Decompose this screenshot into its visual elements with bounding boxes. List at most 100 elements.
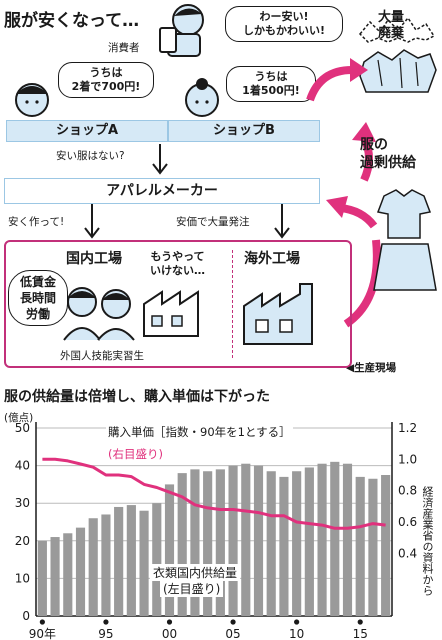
price-axis-note: (右目盛り) (106, 446, 165, 462)
supply-bar (126, 505, 136, 616)
consumer-speech-line1: わー安い! (259, 10, 309, 23)
supply-bar (279, 476, 289, 616)
down-arrow-maker-to-domestic (84, 204, 100, 239)
source-note: 経済産業省の資料から (421, 486, 434, 596)
supply-bar (215, 469, 225, 616)
left-axis-tick-label: 10 (15, 571, 30, 585)
x-axis-tick-label: 05 (225, 627, 240, 640)
shop-b-speech-bubble: うちは 1着500円! (226, 66, 316, 102)
shop-a-speech-line2: 2着で700円! (71, 80, 141, 93)
labor-line3: 労働 (25, 307, 50, 321)
x-axis-tick-dot (357, 619, 363, 625)
supply-bar (88, 518, 98, 616)
trainee-workers-illustration (63, 287, 135, 341)
x-axis-tick-dot (166, 619, 173, 625)
supply-bar (241, 463, 251, 616)
supply-bar (330, 461, 340, 616)
oversupply-arrows (306, 58, 381, 328)
shop-a-box: ショップA (6, 120, 168, 142)
low-wage-bubble: 低賃金 長時間 労働 (8, 270, 68, 326)
supply-label: 衣類国内供給量 (150, 564, 241, 581)
oversupply-line1: 服の (360, 137, 388, 153)
x-axis-tick-dot (294, 619, 300, 625)
waste-line2: 廃棄 (377, 26, 404, 41)
supply-bar (152, 503, 162, 616)
factory-divider (232, 250, 233, 358)
supply-bar (139, 510, 149, 616)
price-label: 購入単価［指数・90年を1とする］ (106, 424, 293, 440)
question-label: 安い服はない? (56, 150, 125, 162)
supply-bar (317, 463, 327, 616)
supply-bar (101, 514, 111, 616)
supply-bar (50, 537, 60, 616)
clothes-illustration (373, 189, 437, 291)
production-site-label: ◀生産現場 (346, 362, 397, 374)
supply-bar (253, 465, 264, 616)
shop-a-speech-bubble: うちは 2着で700円! (58, 62, 154, 98)
left-axis-tick-label: 20 (15, 534, 30, 548)
make-cheap-label: 安く作って! (8, 216, 65, 228)
supply-axis-note: (左目盛り) (160, 580, 224, 597)
give-up-speech: もうやって いけない… (150, 250, 205, 278)
shop-b-staff-illustration (185, 78, 219, 117)
supply-price-chart: 0 10 20 30 40 50 0.4 0.6 0.8 1.0 1.2 90年 95 00 05 10 15 (15, 421, 417, 640)
shop-a-speech-line1: うちは (89, 66, 123, 79)
supply-bar (292, 471, 302, 616)
production-site-frame (4, 240, 352, 368)
waste-line1: 大量 (377, 10, 404, 25)
supply-bar (355, 476, 365, 616)
supply-bar (203, 471, 213, 616)
x-axis-tick-label: 00 (162, 627, 177, 640)
left-axis-tick-label: 30 (15, 496, 30, 510)
consumer-label: 消費者 (108, 42, 140, 54)
supply-bar (368, 478, 378, 616)
shop-a-staff-illustration (15, 83, 49, 117)
price-line (42, 457, 386, 530)
x-axis-tick-dot (103, 619, 109, 625)
maker-box: アパレルメーカー (4, 178, 320, 204)
supply-bar (37, 540, 47, 616)
x-axis-tick-label: 15 (353, 627, 368, 640)
shop-b-speech-line2: 1着500円! (242, 84, 300, 97)
left-axis-tick-label: 0 (22, 609, 30, 623)
consumer-speech-line2: しかもかわいい! (242, 24, 326, 37)
supply-bar (228, 465, 238, 616)
x-axis-tick-dot (230, 619, 236, 625)
down-arrow-shop-to-maker (152, 144, 168, 175)
give-up-line2: いけない… (150, 264, 205, 277)
oversupply-line2: 過剰供給 (360, 155, 416, 171)
left-axis-unit: (億点) (4, 412, 34, 424)
right-axis-tick-label: 0.6 (398, 515, 417, 529)
x-axis-tick-label: 95 (98, 627, 113, 640)
supply-bar (266, 471, 276, 616)
waste-clothes-pile (358, 16, 437, 93)
diagram-title: 服が安くなって… (4, 11, 140, 31)
oversupply-label: 服の 過剰供給 (360, 136, 416, 172)
down-arrow-maker-to-overseas (274, 204, 290, 239)
x-axis-tick-label: 10 (289, 627, 304, 640)
x-axis-tick-dot (39, 619, 45, 625)
supply-bar (190, 469, 200, 616)
supply-bar (114, 506, 124, 616)
left-axis-tick-label: 50 (15, 421, 30, 435)
domestic-factory-icon (143, 290, 199, 337)
supply-bar (164, 484, 175, 616)
supply-bar (342, 463, 353, 616)
overseas-factory-icon (243, 283, 313, 345)
domestic-factory-label: 国内工場 (66, 251, 122, 267)
x-axis-tick-label: 90年 (29, 627, 56, 640)
supply-bar (75, 527, 86, 616)
supply-bar (177, 473, 187, 616)
give-up-line1: もうやって (150, 250, 205, 263)
supply-bar (304, 467, 314, 616)
bulk-order-label: 安価で大量発注 (176, 216, 250, 228)
consumer-illustration (159, 4, 204, 57)
right-axis-tick-label: 1.0 (398, 452, 417, 466)
chart-title: 服の供給量は倍増し、購入単価は下がった (4, 389, 270, 405)
overseas-factory-label: 海外工場 (244, 251, 300, 267)
supply-bar (381, 475, 391, 616)
left-axis-tick-label: 40 (15, 459, 30, 473)
right-axis-tick-label: 0.4 (398, 546, 417, 560)
trainee-label: 外国人技能実習生 (60, 350, 144, 362)
supply-bar (63, 533, 73, 616)
